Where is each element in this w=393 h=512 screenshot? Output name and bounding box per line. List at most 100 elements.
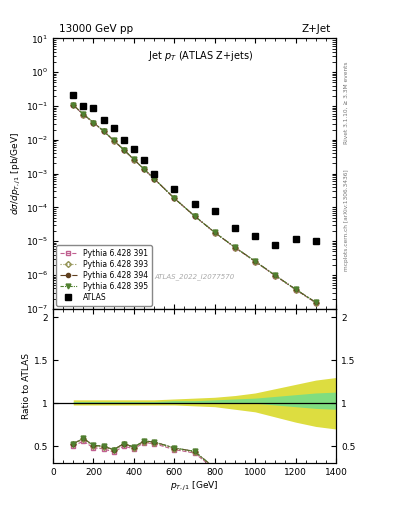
Text: 13000 GeV pp: 13000 GeV pp	[59, 25, 133, 34]
Pythia 6.428 391	[111, 138, 116, 144]
Pythia 6.428 391	[71, 102, 75, 109]
Pythia 6.428 391	[101, 128, 106, 134]
Pythia 6.428 395	[212, 229, 217, 236]
Text: Jet $p_T$ (ATLAS Z+jets): Jet $p_T$ (ATLAS Z+jets)	[148, 49, 253, 63]
Pythia 6.428 395	[91, 119, 96, 125]
ATLAS	[91, 105, 96, 112]
ATLAS	[141, 157, 146, 163]
Pythia 6.428 394	[111, 137, 116, 143]
Pythia 6.428 393	[141, 166, 146, 172]
Pythia 6.428 395	[172, 195, 177, 201]
Pythia 6.428 393	[273, 273, 278, 279]
Pythia 6.428 391	[253, 259, 257, 265]
Pythia 6.428 393	[233, 244, 237, 250]
Pythia 6.428 393	[314, 300, 318, 306]
Line: Pythia 6.428 395: Pythia 6.428 395	[71, 102, 318, 305]
Pythia 6.428 391	[192, 213, 197, 219]
Pythia 6.428 394	[91, 119, 96, 125]
Pythia 6.428 391	[81, 112, 86, 118]
Pythia 6.428 393	[71, 102, 75, 109]
Pythia 6.428 394	[233, 244, 237, 250]
Pythia 6.428 394	[121, 146, 126, 153]
Pythia 6.428 395	[192, 213, 197, 219]
Pythia 6.428 391	[233, 244, 237, 250]
Pythia 6.428 395	[101, 128, 106, 134]
Pythia 6.428 395	[314, 300, 318, 306]
ATLAS	[172, 186, 177, 192]
Pythia 6.428 391	[212, 229, 217, 236]
Pythia 6.428 394	[314, 300, 318, 306]
ATLAS	[314, 238, 318, 244]
ATLAS	[81, 103, 86, 109]
Pythia 6.428 395	[81, 111, 86, 117]
Pythia 6.428 395	[111, 137, 116, 143]
Line: Pythia 6.428 394: Pythia 6.428 394	[71, 103, 318, 305]
Pythia 6.428 395	[121, 146, 126, 153]
Pythia 6.428 394	[273, 272, 278, 279]
Pythia 6.428 393	[132, 157, 136, 163]
Pythia 6.428 393	[212, 229, 217, 236]
X-axis label: $p_{T,j1}$ [GeV]: $p_{T,j1}$ [GeV]	[170, 480, 219, 493]
Text: Rivet 3.1.10, ≥ 3.3M events: Rivet 3.1.10, ≥ 3.3M events	[344, 61, 349, 144]
Pythia 6.428 391	[314, 300, 318, 306]
Pythia 6.428 394	[71, 102, 75, 108]
Pythia 6.428 393	[192, 213, 197, 219]
Text: Z+Jet: Z+Jet	[301, 25, 331, 34]
Line: Pythia 6.428 393: Pythia 6.428 393	[71, 103, 318, 305]
Pythia 6.428 391	[121, 147, 126, 153]
Pythia 6.428 391	[132, 157, 136, 163]
Pythia 6.428 394	[141, 166, 146, 172]
ATLAS	[192, 201, 197, 207]
Pythia 6.428 395	[293, 286, 298, 292]
Pythia 6.428 393	[111, 138, 116, 144]
ATLAS	[273, 242, 278, 248]
ATLAS	[121, 137, 126, 143]
Pythia 6.428 395	[141, 166, 146, 172]
Pythia 6.428 391	[172, 195, 177, 201]
Pythia 6.428 394	[81, 111, 86, 117]
Pythia 6.428 391	[273, 273, 278, 279]
Pythia 6.428 393	[101, 128, 106, 134]
ATLAS	[132, 145, 136, 152]
Pythia 6.428 393	[293, 287, 298, 293]
ATLAS	[293, 236, 298, 242]
Text: mcplots.cern.ch [arXiv:1306.3436]: mcplots.cern.ch [arXiv:1306.3436]	[344, 169, 349, 271]
Pythia 6.428 393	[152, 176, 156, 182]
Pythia 6.428 395	[253, 258, 257, 264]
Line: ATLAS: ATLAS	[70, 92, 319, 249]
Pythia 6.428 393	[91, 120, 96, 126]
Pythia 6.428 393	[81, 112, 86, 118]
Pythia 6.428 394	[132, 156, 136, 162]
Pythia 6.428 393	[121, 147, 126, 153]
Line: Pythia 6.428 391: Pythia 6.428 391	[71, 103, 318, 305]
Y-axis label: $d\sigma/dp_{T,j1}$ [pb/GeV]: $d\sigma/dp_{T,j1}$ [pb/GeV]	[10, 132, 23, 215]
ATLAS	[71, 92, 75, 98]
Pythia 6.428 395	[152, 176, 156, 182]
Y-axis label: Ratio to ATLAS: Ratio to ATLAS	[22, 353, 31, 419]
Pythia 6.428 395	[273, 272, 278, 279]
Pythia 6.428 394	[212, 229, 217, 236]
Pythia 6.428 391	[141, 166, 146, 172]
Pythia 6.428 391	[152, 176, 156, 182]
Pythia 6.428 393	[172, 195, 177, 201]
Pythia 6.428 394	[172, 195, 177, 201]
ATLAS	[253, 233, 257, 239]
Pythia 6.428 394	[101, 128, 106, 134]
Pythia 6.428 391	[293, 287, 298, 293]
Legend: Pythia 6.428 391, Pythia 6.428 393, Pythia 6.428 394, Pythia 6.428 395, ATLAS: Pythia 6.428 391, Pythia 6.428 393, Pyth…	[56, 245, 152, 306]
ATLAS	[101, 117, 106, 123]
Pythia 6.428 395	[233, 244, 237, 250]
Pythia 6.428 391	[91, 120, 96, 126]
Pythia 6.428 394	[192, 213, 197, 219]
ATLAS	[212, 208, 217, 214]
Pythia 6.428 393	[253, 259, 257, 265]
Pythia 6.428 394	[253, 258, 257, 264]
Pythia 6.428 395	[132, 156, 136, 162]
ATLAS	[152, 172, 156, 178]
ATLAS	[111, 125, 116, 131]
Pythia 6.428 394	[152, 176, 156, 182]
Text: ATLAS_2022_I2077570: ATLAS_2022_I2077570	[154, 273, 235, 280]
ATLAS	[233, 225, 237, 231]
Pythia 6.428 395	[71, 102, 75, 108]
Pythia 6.428 394	[293, 286, 298, 292]
